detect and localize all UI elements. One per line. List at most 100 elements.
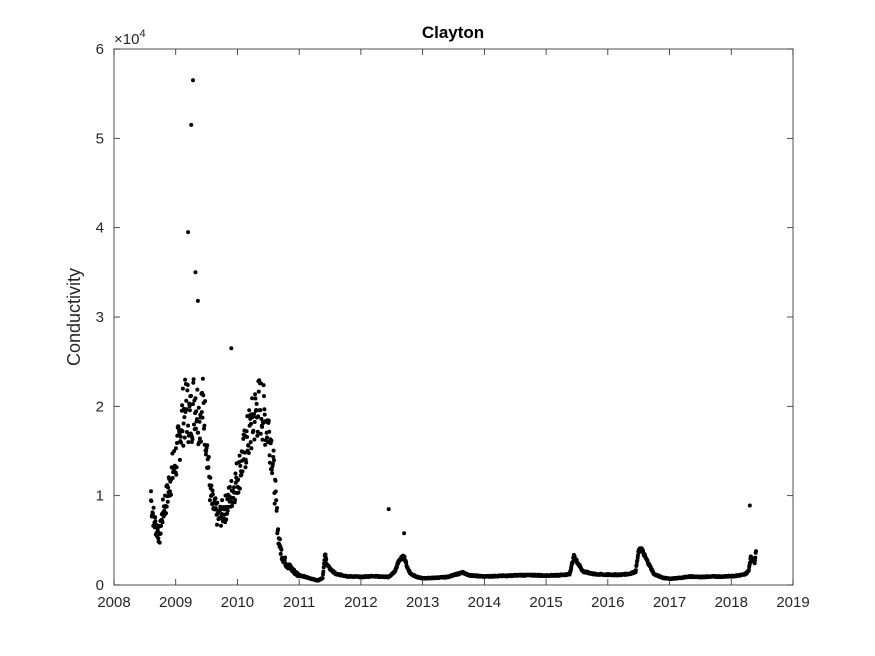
data-point [153, 519, 158, 524]
data-point [186, 423, 191, 428]
data-point [262, 412, 267, 417]
data-point [185, 430, 189, 434]
data-point [180, 429, 185, 434]
data-point [195, 298, 200, 303]
data-point [187, 408, 192, 413]
data-point [244, 429, 249, 434]
data-point [210, 492, 215, 497]
data-point [246, 451, 251, 455]
data-point [174, 472, 179, 477]
data-point [250, 396, 255, 401]
data-point [229, 346, 234, 351]
data-point [202, 426, 206, 431]
x-tick-label: 2017 [653, 594, 686, 611]
y-tick-label: 3 [96, 309, 104, 326]
y-tick-label: 5 [96, 130, 104, 147]
data-point [200, 376, 205, 381]
data-point [187, 404, 192, 409]
data-point [181, 443, 186, 448]
data-point [402, 554, 407, 559]
data-point [746, 567, 751, 572]
data-point [169, 492, 173, 497]
data-point [209, 483, 214, 488]
data-point [183, 377, 188, 382]
y-tick-label: 0 [96, 577, 104, 594]
data-point [258, 408, 263, 413]
data-point [232, 485, 236, 490]
data-point [184, 398, 189, 403]
data-point [266, 418, 271, 423]
data-point [191, 78, 195, 83]
data-point [203, 399, 208, 404]
data-point [210, 488, 215, 493]
data-point [238, 463, 243, 468]
data-point [253, 396, 258, 401]
data-point [248, 440, 253, 445]
data-point [193, 396, 198, 401]
data-point [164, 504, 169, 509]
data-point [157, 540, 162, 545]
data-point [170, 476, 175, 480]
data-point [184, 407, 189, 412]
data-point [185, 388, 190, 393]
data-point [239, 472, 244, 477]
data-point [225, 508, 230, 513]
data-point [252, 437, 257, 442]
data-point [224, 517, 229, 522]
data-point [192, 422, 196, 427]
data-point [267, 460, 272, 465]
data-point [236, 477, 241, 482]
data-point [204, 449, 209, 454]
data-point [165, 499, 170, 504]
y-tick-label: 6 [96, 41, 104, 58]
data-point [283, 555, 288, 560]
data-point [181, 421, 186, 426]
data-point [636, 553, 640, 558]
data-points-group [149, 78, 758, 583]
data-point [199, 410, 204, 415]
data-point [753, 555, 758, 560]
data-point [233, 471, 238, 476]
data-point [180, 386, 185, 391]
data-point [262, 407, 267, 412]
data-point [321, 569, 326, 574]
data-point [207, 498, 212, 503]
x-tick-label: 2009 [159, 594, 192, 611]
data-point [279, 547, 284, 552]
data-point [160, 520, 165, 525]
data-point [246, 443, 251, 448]
data-point [269, 467, 274, 472]
data-point [256, 414, 261, 419]
data-point [225, 511, 229, 516]
data-point [193, 270, 198, 275]
data-point [233, 497, 238, 502]
data-point [320, 576, 325, 581]
data-point [252, 412, 256, 417]
data-point [186, 440, 191, 445]
x-tick-label: 2008 [97, 594, 130, 611]
data-point [206, 465, 211, 470]
data-point [245, 435, 249, 439]
data-point [227, 485, 232, 489]
data-point [229, 479, 234, 483]
data-point [321, 565, 326, 570]
data-point [634, 562, 639, 567]
chart-title: Clayton [422, 23, 484, 42]
data-point [244, 460, 249, 465]
data-point [255, 429, 260, 434]
data-point [156, 536, 161, 541]
data-point [166, 485, 171, 490]
data-point [277, 537, 282, 542]
data-point [193, 426, 198, 431]
y-tick-label: 1 [96, 488, 104, 505]
data-point [180, 403, 185, 408]
data-point [202, 423, 207, 428]
data-point [272, 501, 277, 506]
data-point [195, 417, 199, 422]
y-tick-label: 4 [96, 220, 104, 237]
data-point [189, 122, 194, 127]
data-point [278, 551, 283, 556]
data-point [260, 424, 265, 429]
data-point [240, 469, 245, 474]
data-point [258, 431, 263, 436]
